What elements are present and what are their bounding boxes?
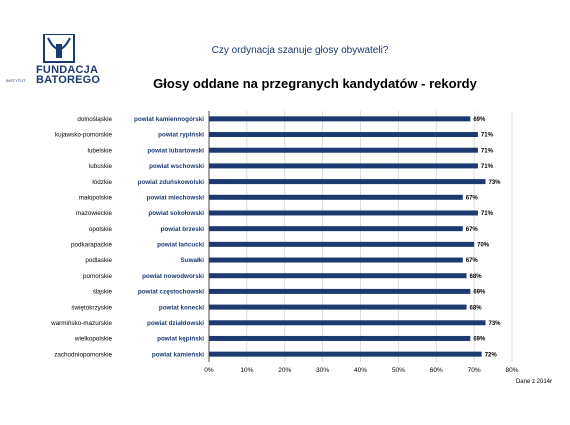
category-label: powiat brzeski: [161, 226, 205, 233]
logo-emblem-bar: [56, 44, 62, 58]
bar: [209, 288, 471, 294]
bar: [209, 351, 482, 357]
category-label: powiat miechowski: [147, 194, 205, 201]
data-footnote: Dane z 2014r: [515, 379, 552, 385]
region-label: lubuskie: [89, 163, 113, 170]
category-label: powiat częstochowski: [138, 289, 204, 296]
region-label: śląskie: [93, 289, 113, 296]
bar: [209, 304, 467, 310]
bar-value-label: 69%: [473, 290, 486, 296]
category-label: powiat łańcucki: [157, 242, 204, 249]
region-label: małopolskie: [79, 194, 113, 201]
region-label: dolnośląskie: [77, 116, 112, 123]
region-label: lubelskie: [87, 147, 112, 154]
bar-value-label: 68%: [470, 305, 483, 311]
region-label: podkarapackie: [71, 242, 112, 249]
bar: [209, 241, 475, 247]
bar: [209, 273, 467, 279]
category-label: powiat sokołowski: [148, 210, 204, 217]
bar: [209, 335, 471, 341]
region-label: mazowieckie: [76, 210, 113, 217]
bar: [209, 179, 486, 185]
page-subtitle: Czy ordynacja szanuje głosy obywateli?: [211, 45, 389, 56]
x-tick-label: 0%: [204, 367, 214, 374]
bar: [209, 163, 478, 169]
category-label: powiat działdowski: [147, 320, 204, 327]
bar: [209, 194, 463, 200]
category-label: powiat wschowski: [149, 163, 204, 170]
logo-line1: FUNDACJA: [36, 64, 99, 76]
category-label: powiat kamieński: [152, 351, 204, 358]
bar-value-label: 71%: [481, 148, 494, 154]
bar-value-label: 67%: [466, 227, 479, 233]
category-label: powiat nowodworski: [142, 273, 204, 280]
region-label: kujawsko-pomorskie: [55, 132, 113, 139]
logo-line2: BATOREGO: [36, 74, 101, 86]
category-label: powiat kępiński: [157, 336, 204, 343]
x-tick-label: 50%: [392, 367, 405, 374]
category-label: powiat lubartowski: [147, 147, 204, 154]
x-tick-label: 60%: [430, 367, 443, 374]
region-label: łódzkie: [92, 179, 112, 186]
category-label: powiat zduńskowolski: [138, 179, 205, 186]
region-label: wielkopolskie: [74, 336, 113, 343]
bar: [209, 226, 463, 232]
bar-value-label: 69%: [473, 117, 486, 123]
chart-title: Głosy oddane na przegranych kandydatów -…: [153, 76, 477, 91]
x-tick-label: 20%: [278, 367, 291, 374]
bar: [209, 210, 478, 216]
x-tick-label: 80%: [505, 367, 518, 374]
region-label: zachodniopomorskie: [54, 351, 112, 358]
bar-value-label: 71%: [481, 133, 494, 139]
region-label: pomorskie: [83, 273, 113, 280]
bar-value-label: 67%: [466, 258, 479, 264]
category-label: powiat rypiński: [158, 132, 204, 139]
x-tick-label: 70%: [468, 367, 481, 374]
region-label: świętokrzyskie: [71, 304, 112, 311]
bar: [209, 320, 486, 326]
category-label: powiat kamiennogórski: [134, 116, 204, 123]
bar: [209, 116, 471, 122]
bar-value-label: 71%: [481, 164, 494, 170]
category-label: Suwałki: [181, 257, 205, 264]
bar-value-label: 67%: [466, 195, 479, 201]
bar-value-label: 68%: [470, 274, 483, 280]
bar: [209, 147, 478, 153]
foundation-logo: [43, 34, 75, 63]
bar: [209, 257, 463, 263]
x-tick-label: 40%: [354, 367, 367, 374]
logo-wordmark: FUNDACJA BATOREGO: [36, 64, 101, 86]
region-label: opolskie: [89, 226, 113, 233]
bar-value-label: 72%: [485, 352, 498, 358]
bar-value-label: 73%: [488, 180, 501, 186]
category-label: powiat konecki: [159, 304, 204, 311]
bar: [209, 132, 478, 138]
x-tick-label: 30%: [316, 367, 329, 374]
bar-value-label: 73%: [488, 321, 501, 327]
logo-emblem: [43, 34, 75, 63]
region-label: warmińsko-mazurskie: [50, 320, 112, 327]
x-tick-label: 10%: [240, 367, 253, 374]
region-label: podlaskie: [85, 257, 112, 264]
logo-small-text: INSTYTUT: [6, 78, 26, 83]
bar-value-label: 69%: [473, 337, 486, 343]
bar-value-label: 71%: [481, 211, 494, 217]
bar-value-label: 70%: [477, 243, 490, 249]
